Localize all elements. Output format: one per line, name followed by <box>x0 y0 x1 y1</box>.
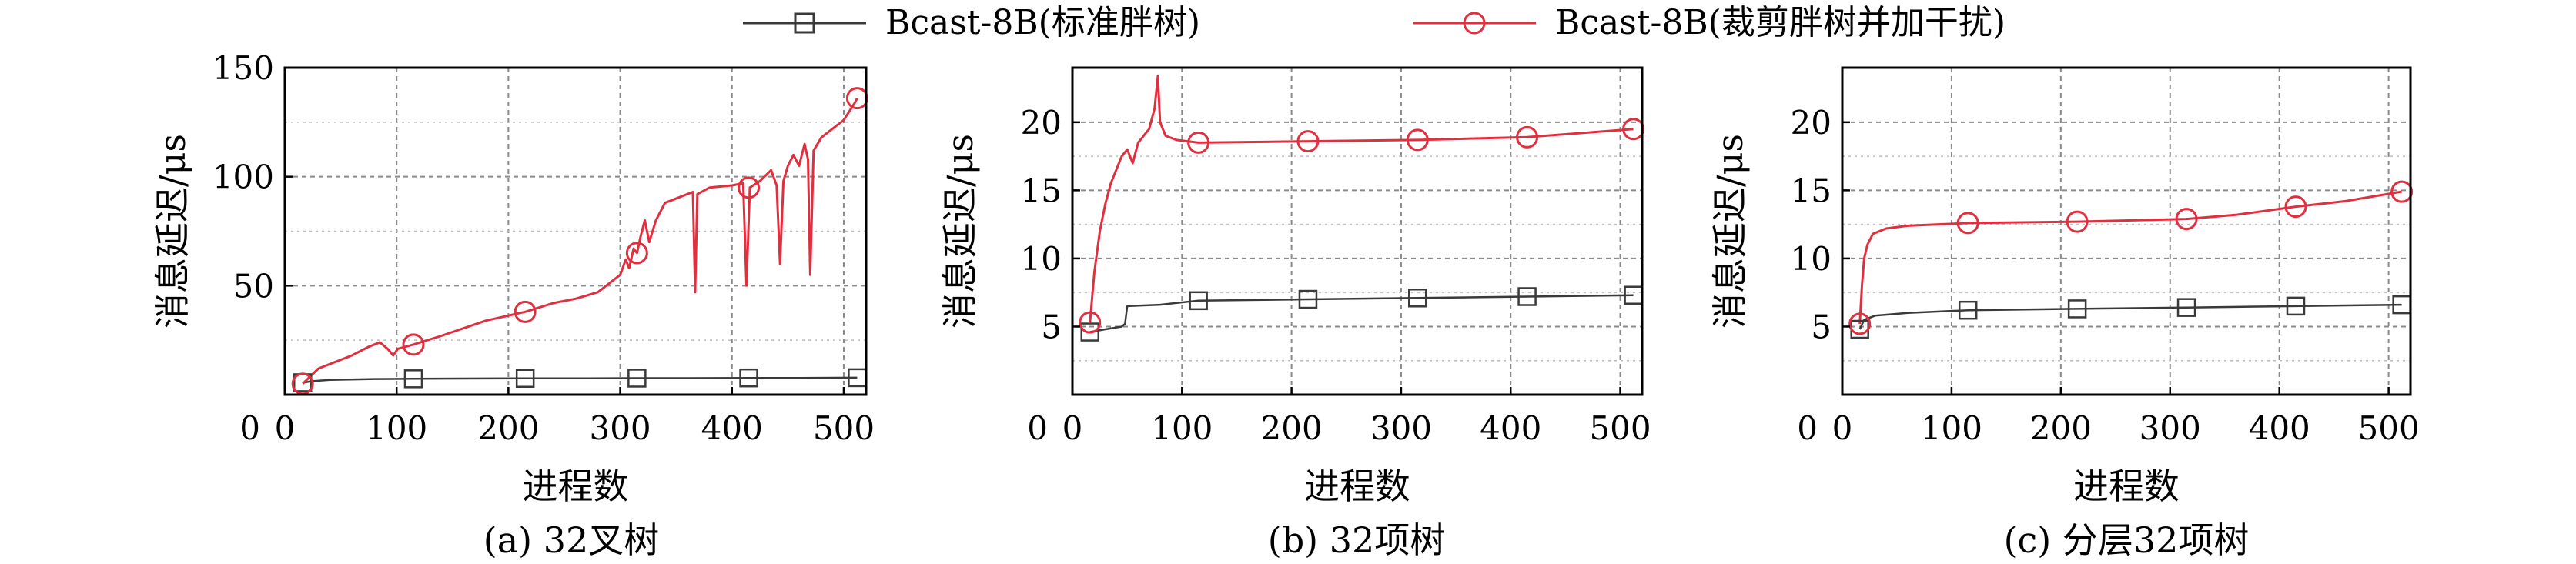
data-point-circle <box>1187 131 1210 154</box>
y-tick-label: 15 <box>1021 172 1062 209</box>
data-point-circle <box>845 87 868 110</box>
legend: Bcast-8B(标准胖树) Bcast-8B(裁剪胖树并加干扰) <box>0 0 2576 46</box>
plot-frame <box>1841 66 2412 396</box>
data-point-circle <box>1622 118 1645 141</box>
data-point-square <box>2176 298 2196 317</box>
x-tick-label: 500 <box>813 409 875 447</box>
x-tick-label: 200 <box>477 409 539 447</box>
x-tick-label: 400 <box>1480 409 1541 447</box>
x-tick-label: 200 <box>1261 409 1323 447</box>
x-tick-label: 400 <box>2249 409 2310 447</box>
legend-item-pruned: Bcast-8B(裁剪胖树并加干扰) <box>1409 5 2006 42</box>
data-point-square <box>1189 291 1208 311</box>
data-point-circle <box>1079 311 1102 334</box>
y-zero-label: 0 <box>1027 409 1048 447</box>
data-point-square <box>1298 289 1318 309</box>
x-tick-label: 300 <box>589 409 651 447</box>
x-tick-label: 100 <box>1921 409 1982 447</box>
data-point-circle <box>2390 180 2414 203</box>
data-point-circle <box>738 176 761 199</box>
x-tick-label: 400 <box>701 409 763 447</box>
data-point-square <box>515 369 535 388</box>
y-tick-label: 15 <box>1791 172 1832 209</box>
y-tick-label: 5 <box>1811 308 1832 345</box>
plot-frame <box>283 66 868 396</box>
data-point-circle <box>1848 312 1872 335</box>
legend-item-standard: Bcast-8B(标准胖树) <box>739 5 1200 42</box>
data-point-circle <box>1956 212 1979 235</box>
x-tick-label: 0 <box>1062 409 1083 447</box>
y-tick-label: 5 <box>1041 308 1062 345</box>
data-point-square <box>627 369 647 388</box>
y-tick-label: 10 <box>1021 240 1062 278</box>
x-axis-title: 进程数 <box>1304 466 1410 507</box>
legend-label-pruned: Bcast-8B(裁剪胖树并加干扰) <box>1555 3 2006 42</box>
y-zero-label: 0 <box>239 409 260 447</box>
y-axis-title: 消息延迟/μs <box>939 134 981 329</box>
data-point-square <box>739 368 758 388</box>
x-tick-label: 100 <box>1151 409 1213 447</box>
data-point-circle <box>1406 128 1429 152</box>
series-line-standard <box>1089 294 1634 333</box>
y-axis-title: 消息延迟/μs <box>152 134 193 329</box>
x-tick-label: 0 <box>1832 409 1853 447</box>
y-tick-label: 10 <box>1791 240 1832 278</box>
data-point-circle <box>514 300 537 323</box>
data-point-circle <box>2175 208 2198 231</box>
panel-caption: (b) 32项树 <box>1268 519 1446 561</box>
legend-label-standard: Bcast-8B(标准胖树) <box>885 3 1200 42</box>
x-tick-label: 200 <box>2030 409 2092 447</box>
data-point-square <box>1080 322 1100 342</box>
x-tick-label: 500 <box>2358 409 2420 447</box>
data-point-circle <box>2066 210 2089 233</box>
y-tick-label: 100 <box>212 159 274 196</box>
x-tick-label: 0 <box>275 409 296 447</box>
x-axis-title: 进程数 <box>523 466 629 507</box>
series-line-pruned <box>1089 75 1634 323</box>
x-tick-label: 300 <box>2139 409 2201 447</box>
data-point-circle <box>625 242 648 265</box>
circle-marker-icon <box>1413 12 1536 35</box>
x-tick-label: 300 <box>1370 409 1432 447</box>
x-tick-label: 100 <box>366 409 427 447</box>
y-tick-label: 20 <box>1791 104 1832 142</box>
data-point-square <box>403 369 423 389</box>
y-tick-label: 150 <box>212 49 274 87</box>
data-point-square <box>1517 287 1537 306</box>
data-point-square <box>1408 289 1427 308</box>
series-line-standard <box>1858 303 2402 330</box>
square-marker-icon <box>743 12 866 34</box>
x-axis-title: 进程数 <box>2073 466 2180 507</box>
panel-caption: (c) 分层32项树 <box>2004 519 2250 561</box>
y-axis-title: 消息延迟/μs <box>1709 134 1751 329</box>
series-line-pruned <box>302 98 858 385</box>
panel-caption: (a) 32叉树 <box>483 519 659 561</box>
data-point-square <box>2067 299 2087 319</box>
series-line-standard <box>303 376 858 384</box>
data-point-circle <box>2284 195 2307 219</box>
plot-frame <box>1071 66 1644 396</box>
y-tick-label: 50 <box>233 267 274 305</box>
y-zero-label: 0 <box>1797 409 1818 447</box>
chart-panel-1: 0 100 200 300 400 500 50 100 150 0 进程数 消息延迟/μs (a) 3… <box>152 49 875 561</box>
y-tick-label: 20 <box>1021 104 1062 142</box>
data-point-circle <box>402 333 425 356</box>
data-point-square <box>1958 300 1978 320</box>
data-point-square <box>2286 296 2306 316</box>
data-point-circle <box>1516 125 1539 149</box>
data-point-circle <box>1296 130 1320 153</box>
x-tick-label: 500 <box>1589 409 1651 447</box>
